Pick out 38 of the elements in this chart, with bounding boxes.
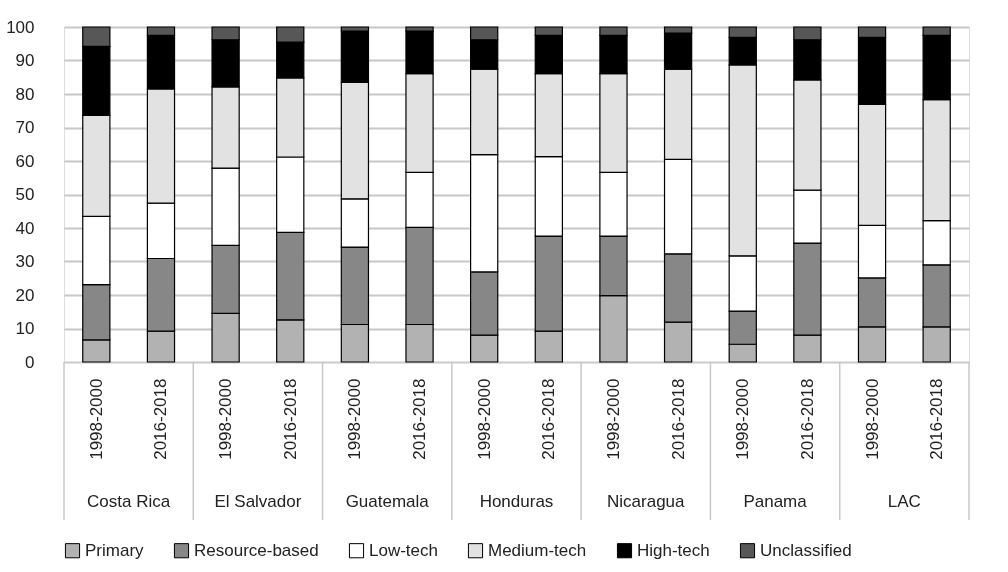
x-tick-label: 2016-2018 — [668, 378, 688, 460]
text: Nicaragua — [607, 492, 686, 511]
y-tick-label: 100 — [6, 17, 35, 37]
x-tick-label: 1998-2000 — [603, 378, 623, 460]
y-tick-label: 20 — [15, 285, 35, 305]
text: LAC — [887, 492, 921, 511]
x-tick-label: 2016-2018 — [927, 378, 947, 460]
y-tick-label: 10 — [15, 319, 35, 338]
x-tick-label: 2016-2018 — [797, 378, 817, 460]
y-tick-label: 60 — [15, 151, 35, 171]
text: Panama — [743, 492, 808, 511]
x-tick-label: 1998-2000 — [733, 378, 753, 460]
x-tick-label: 1998-2000 — [474, 378, 494, 460]
legend-label: Primary — [85, 540, 145, 560]
text: El Salvador — [214, 492, 302, 511]
text: Honduras — [479, 492, 554, 511]
legend-label: Low-tech — [369, 540, 438, 560]
legend-label: Medium-tech — [488, 540, 587, 560]
legend-label: High-tech — [637, 540, 710, 560]
text: Costa Rica — [87, 492, 171, 511]
x-tick-label: 1998-2000 — [862, 378, 882, 460]
legend-label: Unclassified — [760, 540, 852, 560]
y-tick-label: 90 — [15, 51, 35, 70]
y-tick-label: 80 — [15, 84, 35, 104]
text: Guatemala — [345, 492, 430, 511]
x-tick-label: 2016-2018 — [280, 378, 300, 460]
y-tick-label: 70 — [15, 118, 35, 137]
y-tick-label: 0 — [25, 352, 35, 372]
y-tick-label: 50 — [15, 185, 35, 204]
legend-label: Resource-based — [194, 540, 319, 560]
x-tick-label: 1998-2000 — [216, 378, 236, 460]
y-tick-label: 40 — [15, 218, 35, 238]
y-tick-label: 30 — [15, 252, 35, 271]
x-tick-label: 1998-2000 — [345, 378, 365, 460]
x-tick-label: 2016-2018 — [410, 378, 430, 460]
x-tick-label: 2016-2018 — [539, 378, 559, 460]
x-tick-label: 1998-2000 — [86, 378, 106, 460]
x-tick-label: 2016-2018 — [151, 378, 171, 460]
